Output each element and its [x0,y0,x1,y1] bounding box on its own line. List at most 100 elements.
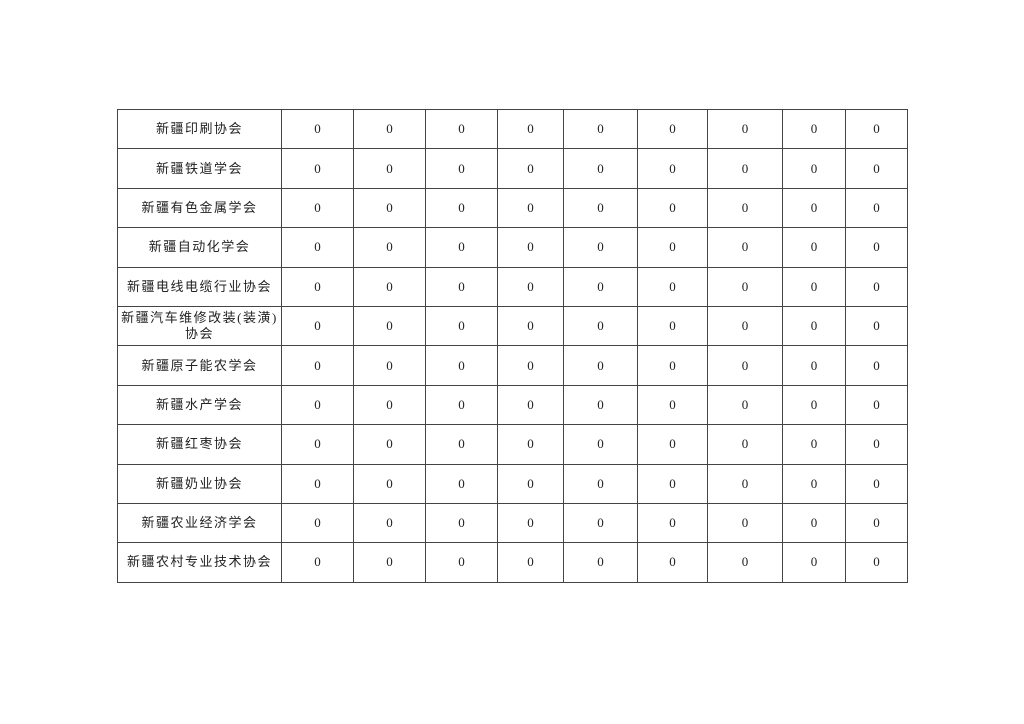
value-cell: 0 [281,502,354,544]
value-cell: 0 [353,463,426,504]
value-cell: 0 [637,108,708,150]
value-cell: 0 [425,108,498,150]
value-cell: 0 [637,305,708,347]
table-row: 新疆有色金属学会 0 0 0 0 0 0 0 0 0 [117,187,908,229]
value-cell: 0 [497,345,564,386]
value-cell: 0 [845,345,908,386]
organization-name-cell: 新疆农村专业技术协会 [117,542,282,583]
value-cell: 0 [425,542,498,583]
value-cell: 0 [707,384,783,426]
organization-name-cell: 新疆红枣协会 [117,424,282,465]
organization-name-cell: 新疆印刷协会 [117,108,282,150]
value-cell: 0 [353,542,426,583]
organization-name-cell: 新疆原子能农学会 [117,345,282,386]
value-cell: 0 [637,227,708,268]
value-cell: 0 [637,148,708,189]
value-cell: 0 [281,187,354,229]
table-row: 新疆自动化学会 0 0 0 0 0 0 0 0 0 [117,227,908,268]
value-cell: 0 [425,424,498,465]
value-cell: 0 [497,384,564,426]
value-cell: 0 [353,108,426,150]
value-cell: 0 [281,384,354,426]
value-cell: 0 [845,502,908,544]
value-cell: 0 [845,108,908,150]
value-cell: 0 [497,542,564,583]
value-cell: 0 [707,266,783,307]
value-cell: 0 [497,148,564,189]
value-cell: 0 [782,542,846,583]
value-cell: 0 [845,463,908,504]
value-cell: 0 [637,266,708,307]
value-cell: 0 [281,266,354,307]
value-cell: 0 [637,463,708,504]
value-cell: 0 [497,463,564,504]
value-cell: 0 [563,266,638,307]
value-cell: 0 [563,502,638,544]
value-cell: 0 [637,384,708,426]
table-row: 新疆原子能农学会 0 0 0 0 0 0 0 0 0 [117,345,908,386]
value-cell: 0 [281,463,354,504]
value-cell: 0 [281,542,354,583]
value-cell: 0 [353,227,426,268]
organization-name-cell: 新疆自动化学会 [117,227,282,268]
value-cell: 0 [637,424,708,465]
value-cell: 0 [281,424,354,465]
table-row: 新疆红枣协会 0 0 0 0 0 0 0 0 0 [117,424,908,465]
value-cell: 0 [497,305,564,347]
value-cell: 0 [707,187,783,229]
value-cell: 0 [353,384,426,426]
value-cell: 0 [497,424,564,465]
value-cell: 0 [563,384,638,426]
value-cell: 0 [425,345,498,386]
data-table: 新疆印刷协会 0 0 0 0 0 0 0 0 0 新疆铁道学会 0 0 0 0 0 0 0 0 0 新疆有色金属学会 0 0… [117,108,908,583]
value-cell: 0 [845,187,908,229]
table-row: 新疆汽车维修改装(装潢)协会 0 0 0 0 0 0 0 0 0 [117,305,908,347]
value-cell: 0 [563,542,638,583]
table-row: 新疆农村专业技术协会 0 0 0 0 0 0 0 0 0 [117,542,908,583]
organization-name-cell: 新疆奶业协会 [117,463,282,504]
value-cell: 0 [637,187,708,229]
value-cell: 0 [845,542,908,583]
value-cell: 0 [281,305,354,347]
table-row: 新疆农业经济学会 0 0 0 0 0 0 0 0 0 [117,502,908,544]
value-cell: 0 [497,502,564,544]
value-cell: 0 [563,305,638,347]
value-cell: 0 [563,227,638,268]
value-cell: 0 [782,463,846,504]
value-cell: 0 [845,148,908,189]
value-cell: 0 [497,227,564,268]
value-cell: 0 [563,187,638,229]
value-cell: 0 [425,463,498,504]
table-row: 新疆水产学会 0 0 0 0 0 0 0 0 0 [117,384,908,426]
value-cell: 0 [497,266,564,307]
value-cell: 0 [425,148,498,189]
value-cell: 0 [707,345,783,386]
value-cell: 0 [425,305,498,347]
value-cell: 0 [782,424,846,465]
table-row: 新疆电线电缆行业协会 0 0 0 0 0 0 0 0 0 [117,266,908,307]
organization-name-cell: 新疆农业经济学会 [117,502,282,544]
value-cell: 0 [353,424,426,465]
value-cell: 0 [563,345,638,386]
value-cell: 0 [425,227,498,268]
value-cell: 0 [497,187,564,229]
organization-name-cell: 新疆水产学会 [117,384,282,426]
value-cell: 0 [707,502,783,544]
value-cell: 0 [637,542,708,583]
value-cell: 0 [425,384,498,426]
value-cell: 0 [281,227,354,268]
value-cell: 0 [425,187,498,229]
organization-name-cell: 新疆有色金属学会 [117,187,282,229]
value-cell: 0 [353,502,426,544]
value-cell: 0 [782,227,846,268]
value-cell: 0 [707,305,783,347]
value-cell: 0 [782,108,846,150]
value-cell: 0 [845,266,908,307]
value-cell: 0 [353,266,426,307]
value-cell: 0 [707,108,783,150]
value-cell: 0 [845,227,908,268]
value-cell: 0 [637,345,708,386]
organization-name-cell: 新疆电线电缆行业协会 [117,266,282,307]
value-cell: 0 [782,305,846,347]
value-cell: 0 [845,305,908,347]
